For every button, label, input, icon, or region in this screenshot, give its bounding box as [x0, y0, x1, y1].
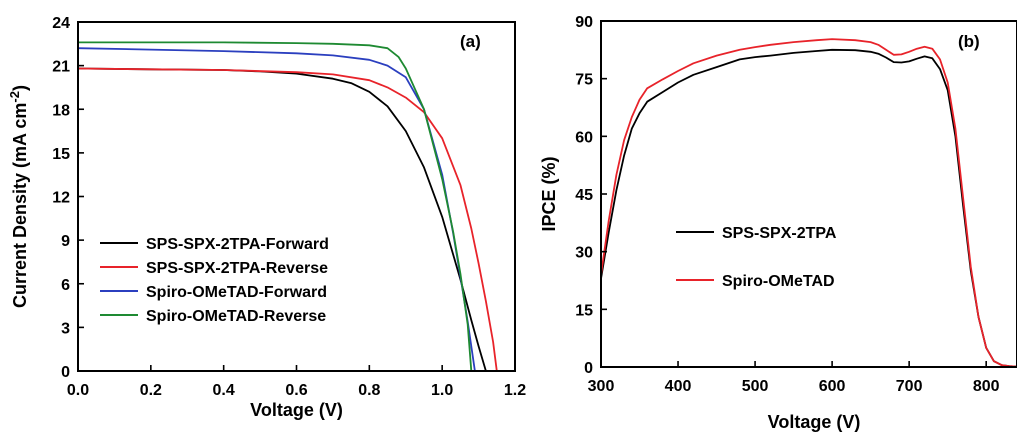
panel-a-xtick-label: 1.0: [431, 382, 453, 399]
panel-a-ytick-label: 24: [52, 15, 70, 32]
panel-b-ylabel: IPCE (%): [539, 156, 559, 231]
panel-b-ipce-curves: 300 400 500 600 700 800 0 15 30 45 60 75 90 (b) Volt…: [539, 14, 1017, 432]
panel-a-xtick-label: 1.2: [504, 382, 526, 399]
panel-a-series-line-3: [78, 41, 473, 372]
panel-a-ylabel-sup: -2: [7, 91, 22, 103]
panel-a-ytick-label: 12: [52, 190, 70, 207]
panel-a-ytick-label: 21: [52, 59, 70, 76]
legend-label-sps: SPS-SPX-2TPA: [722, 225, 837, 242]
panel-a-ylabel-main: Current Density (mA cm: [10, 103, 30, 308]
panel-b-ytick-label: 15: [575, 302, 593, 319]
panel-b-series-line-1: [600, 38, 1017, 368]
panel-b-label: (b): [958, 32, 980, 51]
panel-a-ytick-label: 6: [61, 277, 70, 294]
panel-b-series: [600, 38, 1017, 368]
panel-a-ylabel: Current Density (mA cm-2): [7, 85, 30, 308]
panel-a-xtick-label: 0.4: [213, 382, 235, 399]
panel-b-plot-frame: [600, 20, 1017, 368]
panel-a-legend: SPS-SPX-2TPA-Forward SPS-SPX-2TPA-Revers…: [100, 236, 329, 325]
panel-b-xtick-label: 700: [896, 378, 923, 395]
panel-b-xlabel: Voltage (V): [768, 412, 861, 432]
panel-b-ytick-label: 90: [575, 14, 593, 31]
panel-b-ytick-label: 75: [575, 72, 593, 89]
panel-a-ytick-label: 0: [61, 364, 70, 381]
panel-a-ytick-label: 15: [52, 146, 70, 163]
panel-b-ytick-label: 0: [584, 360, 593, 377]
legend-label-spiro-reverse: Spiro-OMeTAD-Reverse: [146, 308, 326, 325]
panel-a-ylabel-end: ): [10, 85, 30, 91]
panel-b-legend: SPS-SPX-2TPA Spiro-OMeTAD: [676, 225, 837, 290]
panel-b-xtick-label: 400: [665, 378, 692, 395]
panel-b-ytick-label: 30: [575, 245, 593, 262]
panel-a-series: [77, 41, 498, 372]
panel-b-ticks: 300 400 500 600 700 800 0 15 30 45 60 75 90: [575, 14, 999, 395]
panel-b-ytick-label: 60: [575, 129, 593, 146]
legend-label-sps-forward: SPS-SPX-2TPA-Forward: [146, 236, 329, 253]
panel-a-series-line-1: [77, 67, 498, 372]
panel-b-series-line-0: [600, 48, 1017, 368]
panel-a-xtick-label: 0.6: [285, 382, 307, 399]
panel-b-xtick-label: 500: [742, 378, 769, 395]
panel-b-xtick-label: 800: [973, 378, 1000, 395]
panel-a-ytick-label: 9: [61, 233, 70, 250]
panel-a-xtick-label: 0.2: [140, 382, 162, 399]
panel-b-xtick-label: 300: [588, 378, 615, 395]
legend-label-spiro: Spiro-OMeTAD: [722, 273, 835, 290]
legend-label-sps-reverse: SPS-SPX-2TPA-Reverse: [146, 260, 328, 277]
panel-a-xlabel: Voltage (V): [250, 400, 343, 420]
panel-a-xtick-label: 0.8: [358, 382, 380, 399]
legend-label-spiro-forward: Spiro-OMeTAD-Forward: [146, 284, 327, 301]
panel-a-ytick-label: 18: [52, 102, 70, 119]
panel-a-xtick-label: 0.0: [67, 382, 89, 399]
panel-b-xtick-label: 600: [819, 378, 846, 395]
panel-b-ytick-label: 45: [575, 187, 593, 204]
panel-a-ytick-label: 3: [61, 320, 70, 337]
panel-a-ticks: 0.0 0.2 0.4 0.6 0.8 1.0 1.2 0 3 6 9 12 15 18 21 24: [52, 15, 526, 399]
panel-a-label: (a): [460, 32, 481, 51]
